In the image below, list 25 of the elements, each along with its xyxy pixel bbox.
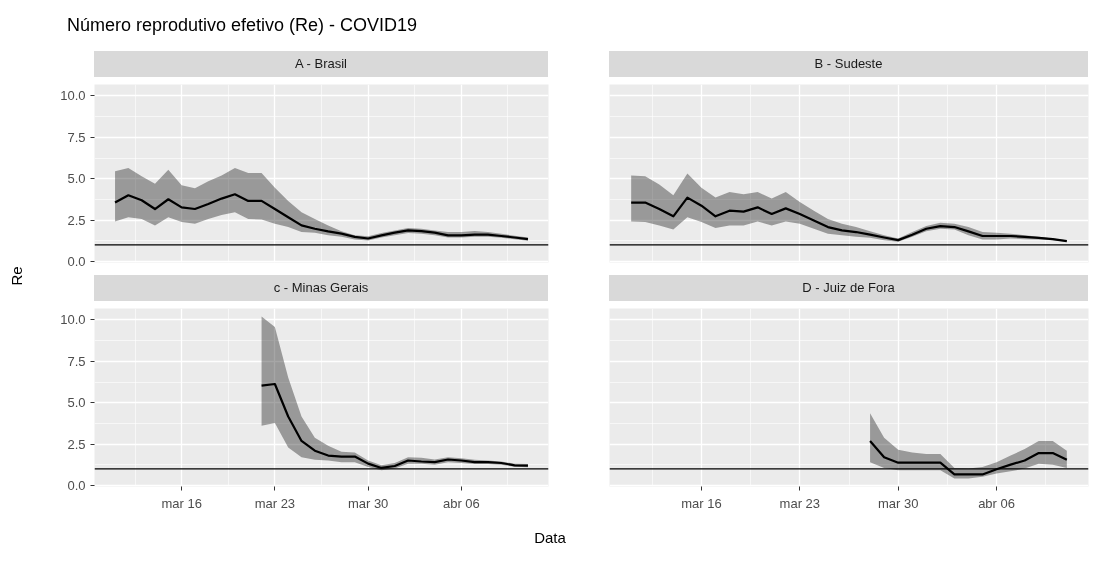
chart-subtitle: c - Minas Gerais [273, 279, 369, 297]
y-tick-label: 2.5 [67, 436, 86, 452]
y-tick-label: 5.0 [67, 171, 86, 187]
x-tick-label: abr 06 [442, 495, 480, 511]
chart-subtitle: A - Brasil [294, 55, 347, 73]
x-tick-label: mar 23 [254, 495, 296, 511]
x-tick-label: mar 30 [877, 495, 919, 511]
x-tick-label: mar 30 [347, 495, 389, 511]
y-tick-label: 0.0 [67, 478, 86, 494]
x-tick-label: mar 23 [779, 495, 821, 511]
y-axis-title: Re [7, 266, 27, 286]
y-tick-label: 0.0 [67, 254, 86, 270]
y-tick-label: 7.5 [67, 353, 86, 369]
y-tick-label: 2.5 [67, 212, 86, 228]
chart-title: Número reprodutivo efetivo (Re) - COVID19 [67, 14, 418, 37]
chart-subtitle: B - Sudeste [814, 55, 883, 73]
x-axis-title: Data [534, 528, 566, 548]
x-tick-label: abr 06 [978, 495, 1016, 511]
x-tick-label: mar 16 [681, 495, 722, 511]
y-tick-label: 5.0 [67, 395, 86, 411]
y-tick-label: 10.0 [60, 312, 86, 328]
chart-subtitle: D - Juiz de Fora [802, 279, 895, 297]
y-tick-label: 10.0 [60, 88, 86, 104]
x-tick-label: mar 16 [161, 495, 202, 511]
y-tick-label: 7.5 [67, 129, 86, 145]
